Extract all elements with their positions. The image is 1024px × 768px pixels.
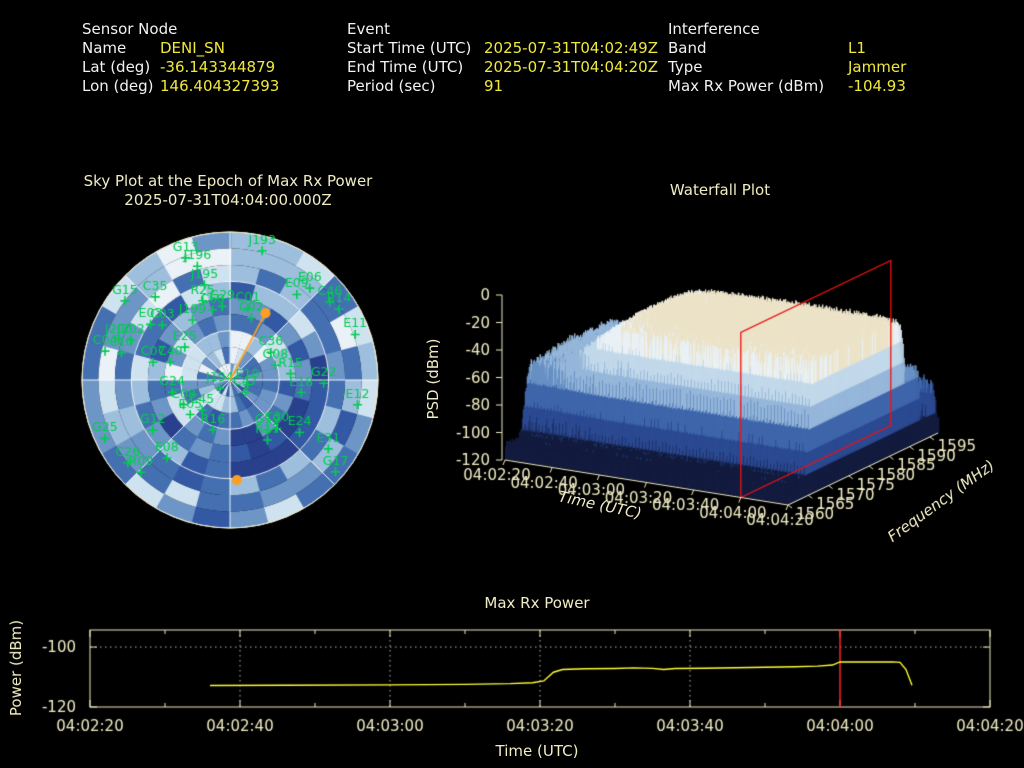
sensor-node-panel: Sensor Node Name DENI_SN Lat (deg) -36.143…: [82, 20, 279, 96]
event-start-label: Start Time (UTC): [347, 39, 472, 57]
sky-plot-title-line2: 2025-07-31T04:04:00.000Z: [124, 191, 332, 209]
sky-plot-title: Sky Plot at the Epoch of Max Rx Power 20…: [28, 172, 428, 210]
sensor-name-row: Name DENI_SN: [82, 39, 279, 58]
event-end-value: 2025-07-31T04:04:20Z: [484, 58, 658, 76]
interference-band-value: L1: [848, 39, 866, 57]
event-period-row: Period (sec) 91: [347, 77, 658, 96]
waterfall-psd-axis-label: PSD (dBm): [424, 338, 442, 420]
event-period-label: Period (sec): [347, 77, 436, 95]
event-start-row: Start Time (UTC) 2025-07-31T04:02:49Z: [347, 39, 658, 58]
interference-power-row: Max Rx Power (dBm) -104.93: [668, 77, 906, 96]
power-x-axis-label: Time (UTC): [495, 742, 579, 760]
interference-type-row: Type Jammer: [668, 58, 906, 77]
event-panel: Event Start Time (UTC) 2025-07-31T04:02:4…: [347, 20, 658, 96]
sensor-name-label: Name: [82, 39, 127, 57]
interference-title: Interference: [668, 20, 760, 38]
sensor-name-value: DENI_SN: [160, 39, 225, 57]
sensor-lon-label: Lon (deg): [82, 77, 154, 95]
interference-type-value: Jammer: [848, 58, 907, 76]
sensor-lat-label: Lat (deg): [82, 58, 151, 76]
event-end-row: End Time (UTC) 2025-07-31T04:04:20Z: [347, 58, 658, 77]
event-title: Event: [347, 20, 390, 38]
sensor-node-title: Sensor Node: [82, 20, 178, 38]
interference-type-label: Type: [668, 58, 703, 76]
sky-plot-canvas: [28, 212, 432, 542]
power-plot-canvas: [0, 580, 1024, 745]
sensor-lat-value: -36.143344879: [160, 58, 276, 76]
waterfall-title: Waterfall Plot: [669, 181, 771, 199]
interference-band-row: Band L1: [668, 39, 906, 58]
interference-power-value: -104.93: [848, 77, 906, 95]
sensor-lon-value: 146.404327393: [160, 77, 280, 95]
event-end-label: End Time (UTC): [347, 58, 464, 76]
interference-power-label: Max Rx Power (dBm): [668, 77, 825, 95]
sensor-lon-row: Lon (deg) 146.404327393: [82, 77, 279, 96]
interference-panel: Interference Band L1 Type Jammer Max Rx Po…: [668, 20, 906, 96]
sensor-lat-row: Lat (deg) -36.143344879: [82, 58, 279, 77]
power-y-axis-label: Power (dBm): [7, 619, 25, 717]
sky-plot-title-line1: Sky Plot at the Epoch of Max Rx Power: [83, 172, 373, 190]
interference-band-label: Band: [668, 39, 707, 57]
event-start-value: 2025-07-31T04:02:49Z: [484, 39, 658, 57]
waterfall-canvas: [410, 200, 1024, 580]
event-period-value: 91: [484, 77, 504, 95]
